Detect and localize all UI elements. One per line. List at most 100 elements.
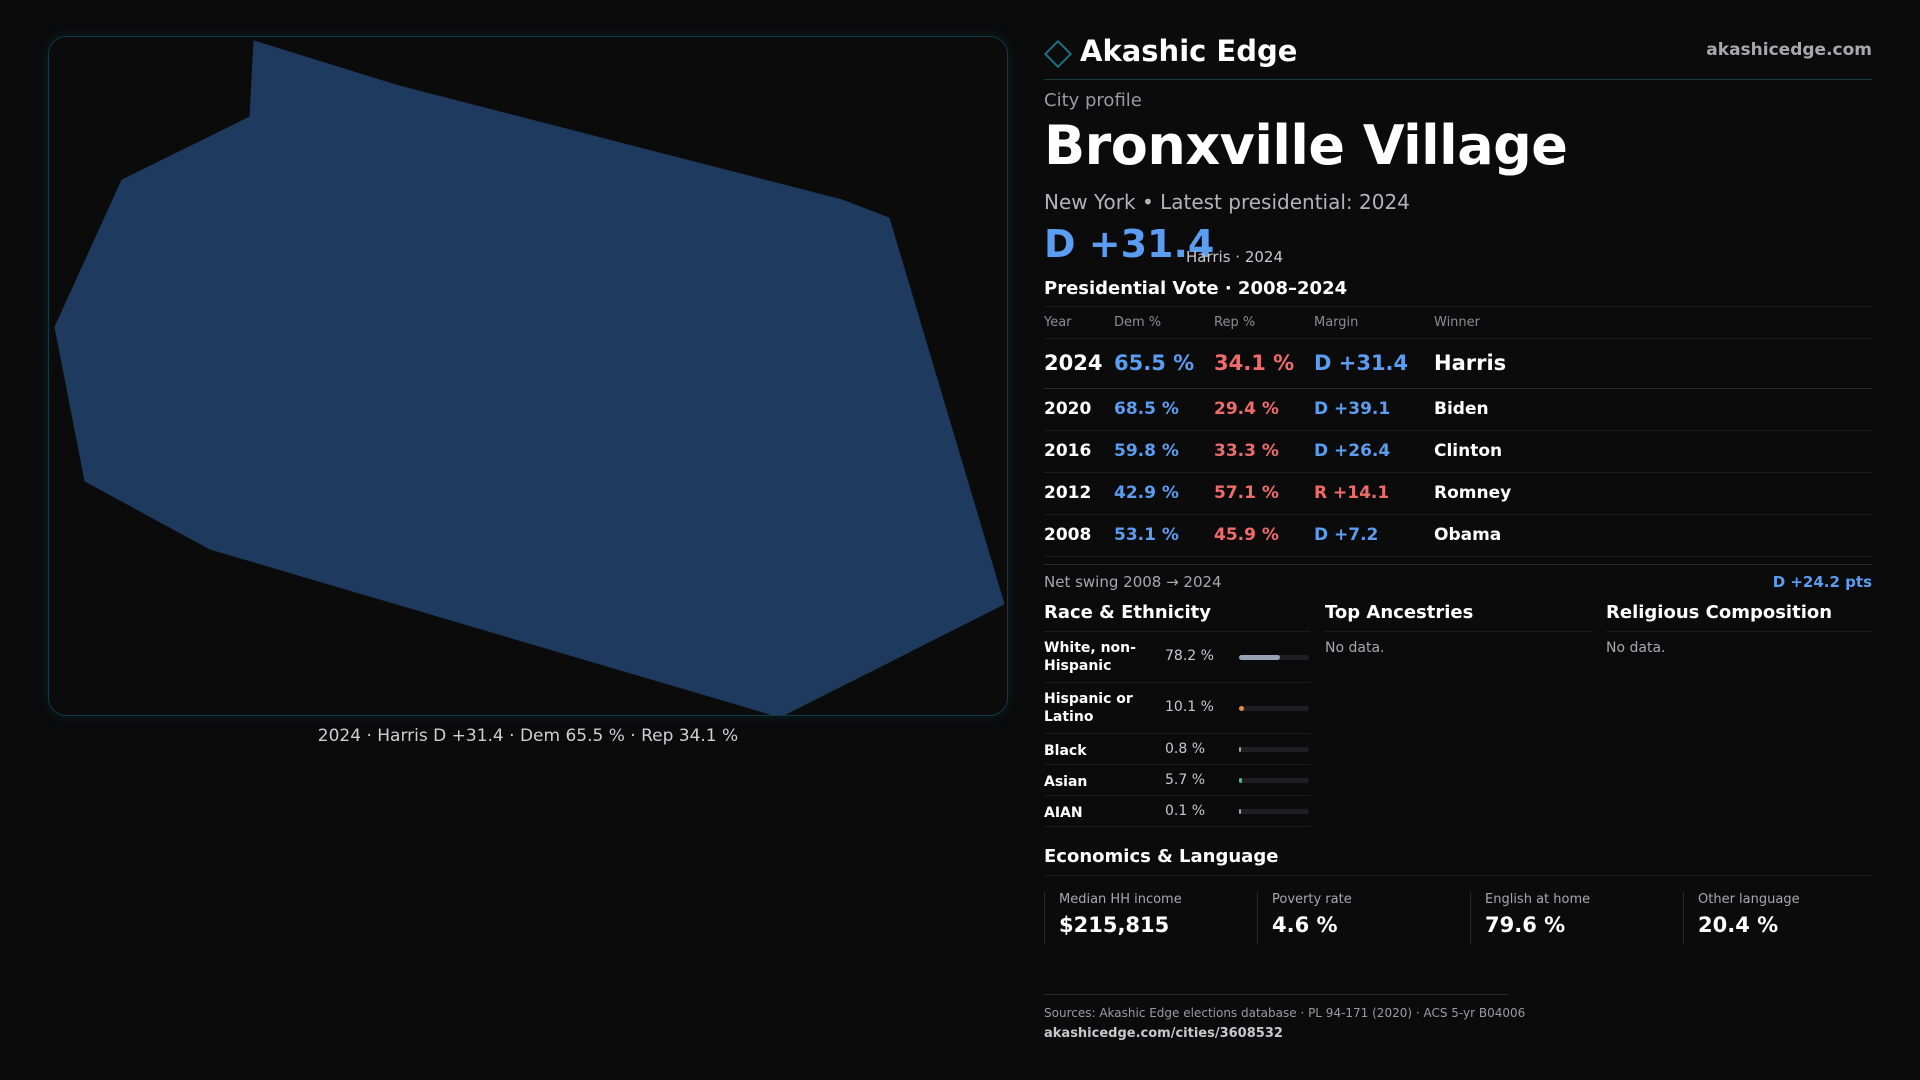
row-winner: Clinton [1434, 430, 1872, 473]
race-ethnicity-header: Race & Ethnicity [1044, 600, 1310, 632]
footer-url-link[interactable]: akashicedge.com/cities/3608532 [1044, 1026, 1283, 1041]
stat-english-at-home: English at home 79.6 % [1470, 892, 1682, 944]
row-dem-pct: 65.5 % [1114, 338, 1214, 389]
presidential-section-title: Presidential Vote · 2008–2024 [1044, 278, 1348, 299]
ethnicity-row: White, non-Hispanic 78.2 % [1044, 632, 1310, 683]
ancestries-title: Top Ancestries [1325, 602, 1474, 623]
stat-other-language: Other language 20.4 % [1683, 892, 1895, 944]
sources-note: Sources: Akashic Edge elections database… [1044, 1006, 1526, 1020]
ethnicity-bar-fill [1239, 706, 1244, 711]
ethnicity-bar-track [1239, 778, 1309, 783]
presidential-vote-table: Year Dem % Rep % Margin Winner 2024 65.5… [1044, 308, 1872, 557]
ancestries-header: Top Ancestries [1325, 600, 1591, 632]
ethnicity-label: White, non-Hispanic [1044, 640, 1136, 674]
ethnicity-bar-fill [1239, 778, 1242, 783]
stat-value: 20.4 % [1698, 913, 1779, 937]
diamond-icon [1043, 39, 1073, 69]
religion-header: Religious Composition [1606, 600, 1872, 632]
divider [1044, 306, 1872, 307]
row-year: 2016 [1044, 430, 1114, 473]
row-year: 2012 [1044, 472, 1114, 515]
table-row: 2008 53.1 % 45.9 % D +7.2 Obama [1044, 514, 1872, 557]
religion-section: Religious Composition No data. [1606, 600, 1872, 656]
row-margin: D +31.4 [1314, 338, 1434, 389]
ethnicity-row: Hispanic or Latino 10.1 % [1044, 683, 1310, 734]
city-boundary-map[interactable] [49, 37, 1008, 716]
net-swing-label: Net swing 2008 → 2024 [1044, 573, 1222, 591]
row-winner: Romney [1434, 472, 1872, 515]
row-dem-pct: 42.9 % [1114, 472, 1214, 515]
table-row: 2016 59.8 % 33.3 % D +26.4 Clinton [1044, 430, 1872, 473]
row-year: 2008 [1044, 514, 1114, 557]
row-margin: D +39.1 [1314, 388, 1434, 431]
map-panel[interactable] [48, 36, 1008, 716]
header-margin: Margin [1314, 308, 1434, 339]
row-dem-pct: 53.1 % [1114, 514, 1214, 557]
ethnicity-label: AIAN [1044, 805, 1083, 821]
ethnicity-percent: 0.8 % [1165, 741, 1206, 757]
header-dem: Dem % [1114, 308, 1214, 339]
row-year: 2024 [1044, 338, 1114, 389]
table-header-row: Year Dem % Rep % Margin Winner [1044, 308, 1872, 339]
ethnicity-bar-fill [1239, 655, 1280, 660]
row-dem-pct: 59.8 % [1114, 430, 1214, 473]
ethnicity-row: Asian 5.7 % [1044, 765, 1310, 796]
stat-median-income: Median HH income $215,815 [1044, 892, 1256, 944]
row-rep-pct: 34.1 % [1214, 338, 1314, 389]
page-subtitle: New York • Latest presidential: 2024 [1044, 190, 1410, 214]
row-year: 2020 [1044, 388, 1114, 431]
row-rep-pct: 45.9 % [1214, 514, 1314, 557]
religion-empty: No data. [1606, 640, 1666, 656]
table-row: 2020 68.5 % 29.4 % D +39.1 Biden [1044, 388, 1872, 431]
page-kicker: City profile [1044, 90, 1142, 111]
stat-value: 79.6 % [1485, 913, 1566, 937]
stat-label: Median HH income [1059, 892, 1182, 907]
city-boundary-shape[interactable] [54, 40, 1005, 716]
ethnicity-percent: 10.1 % [1165, 699, 1214, 715]
race-ethnicity-title: Race & Ethnicity [1044, 602, 1211, 623]
stat-label: Other language [1698, 892, 1800, 907]
stat-value: 4.6 % [1272, 913, 1338, 937]
brand-name[interactable]: Akashic Edge [1080, 34, 1298, 68]
latest-margin: D +31.4 [1044, 222, 1215, 266]
ethnicity-bar-track [1239, 809, 1309, 814]
header-year: Year [1044, 308, 1114, 339]
divider [1044, 994, 1508, 995]
row-margin: D +26.4 [1314, 430, 1434, 473]
stat-label: English at home [1485, 892, 1591, 907]
table-row: 2024 65.5 % 34.1 % D +31.4 Harris [1044, 338, 1872, 389]
ethnicity-bar-fill [1239, 809, 1241, 814]
ethnicity-bar-track [1239, 655, 1309, 660]
row-winner: Harris [1434, 338, 1872, 389]
stat-value: $215,815 [1059, 913, 1170, 937]
ancestries-empty: No data. [1325, 640, 1385, 656]
religion-title: Religious Composition [1606, 602, 1833, 623]
ethnicity-bar-track [1239, 706, 1309, 711]
latest-margin-meta: Harris · 2024 [1186, 248, 1284, 266]
row-margin: D +7.2 [1314, 514, 1434, 557]
brand-url-link[interactable]: akashicedge.com [1706, 40, 1872, 60]
ethnicity-label: Black [1044, 743, 1087, 759]
map-caption: 2024 · Harris D +31.4 · Dem 65.5 % · Rep… [317, 726, 739, 746]
row-winner: Obama [1434, 514, 1872, 557]
net-swing-row: Net swing 2008 → 2024 D +24.2 pts [1044, 564, 1872, 600]
economics-title: Economics & Language [1044, 846, 1279, 867]
header-winner: Winner [1434, 308, 1872, 339]
row-margin: R +14.1 [1314, 472, 1434, 515]
ethnicity-bar-fill [1239, 747, 1241, 752]
brand-header: Akashic Edge akashicedge.com [1043, 30, 1872, 80]
row-rep-pct: 29.4 % [1214, 388, 1314, 431]
row-dem-pct: 68.5 % [1114, 388, 1214, 431]
ethnicity-row: Black 0.8 % [1044, 734, 1310, 765]
profile-panel: Akashic Edge akashicedge.com City profil… [1043, 0, 1872, 1080]
ethnicity-percent: 5.7 % [1165, 772, 1206, 788]
stat-label: Poverty rate [1272, 892, 1352, 907]
divider [1044, 875, 1872, 876]
table-row: 2012 42.9 % 57.1 % R +14.1 Romney [1044, 472, 1872, 515]
ethnicity-percent: 78.2 % [1165, 648, 1214, 664]
ethnicity-label: Hispanic or Latino [1044, 691, 1133, 725]
net-swing-value: D +24.2 pts [1772, 573, 1872, 591]
header-rep: Rep % [1214, 308, 1314, 339]
ethnicity-bar-track [1239, 747, 1309, 752]
row-winner: Biden [1434, 388, 1872, 431]
